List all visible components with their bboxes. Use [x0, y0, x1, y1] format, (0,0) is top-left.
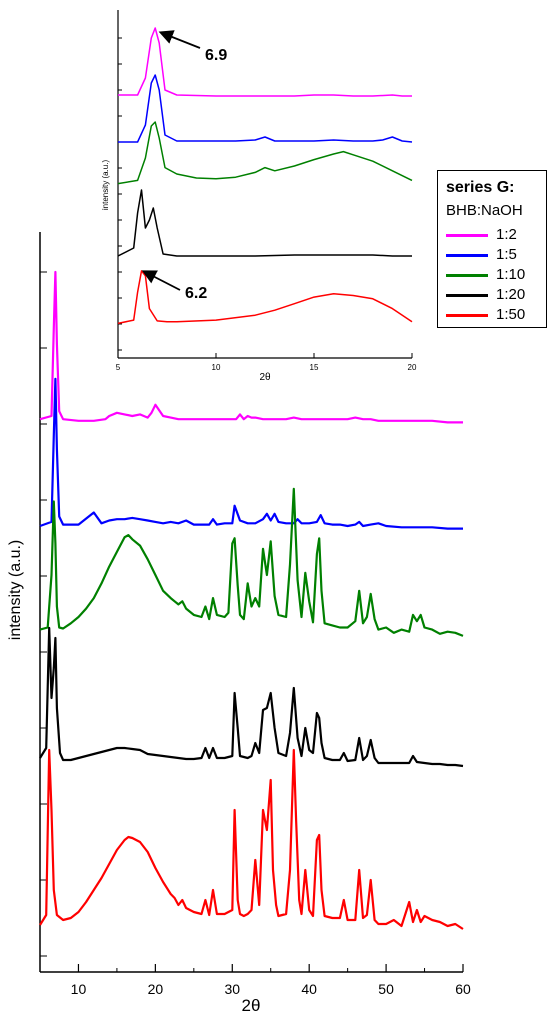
annotation-arrow-6-9	[158, 30, 201, 49]
legend-swatch	[446, 254, 488, 257]
inset-series-line-1-5	[118, 74, 413, 143]
main-x-tick-label: 50	[378, 981, 394, 997]
main-series-line-1-2	[39, 270, 463, 424]
legend-label: 1:50	[496, 306, 526, 323]
main-x-tick-label: 10	[71, 981, 87, 997]
main-axes: 2θ intensity (a.u.)	[7, 232, 463, 1015]
annotation-arrow-6-2	[141, 270, 181, 291]
legend-label: 1:5	[496, 246, 517, 263]
legend-label: 1:10	[496, 266, 526, 283]
inset-x-tick-label: 10	[212, 363, 221, 372]
inset-x-axis-label: 2θ	[259, 372, 271, 383]
legend-item: 1:50	[446, 305, 546, 325]
main-ticks: 10 20 30 40 50 60	[39, 271, 471, 997]
legend-swatch	[446, 294, 488, 297]
inset-annotations: 6.9 6.2	[141, 30, 227, 302]
annotation-label-6-2: 6.2	[185, 285, 207, 302]
main-x-tick-label: 30	[224, 981, 240, 997]
legend-swatch	[446, 234, 488, 237]
legend-item: 1:20	[446, 285, 546, 305]
main-series-line-1-10	[39, 487, 464, 637]
inset-axes: 2θ intensity (a.u.)	[101, 10, 412, 383]
legend-label: 1:20	[496, 286, 526, 303]
inset-series	[117, 27, 413, 325]
inset-x-tick-label: 15	[310, 363, 319, 372]
main-series-line-1-50	[39, 748, 464, 930]
inset-x-tick-label: 5	[116, 363, 121, 372]
inset-series-line-1-20	[117, 189, 412, 257]
main-x-tick-label: 20	[148, 981, 164, 997]
legend-title: series G:	[446, 179, 515, 196]
main-y-axis-label: intensity (a.u.)	[7, 540, 24, 640]
main-x-tick-label: 40	[301, 981, 317, 997]
main-x-axis-label: 2θ	[242, 996, 261, 1015]
main-series-line-1-20	[39, 626, 464, 768]
inset-series-line-1-10	[117, 121, 413, 185]
legend-item: 1:10	[446, 265, 546, 285]
main-x-tick-label: 60	[455, 981, 471, 997]
inset-series-line-1-2	[118, 27, 412, 97]
legend-subtitle: BHB:NaOH	[446, 202, 523, 219]
legend-label: 1:2	[496, 226, 517, 243]
legend-item: 1:5	[446, 245, 546, 265]
legend-item: 1:2	[446, 225, 546, 245]
legend-swatch	[446, 314, 488, 317]
legend: series G: BHB:NaOH 1:2 1:5 1:10 1:20 1:5…	[437, 170, 547, 328]
inset-x-tick-label: 20	[408, 363, 417, 372]
legend-swatch	[446, 274, 488, 277]
inset-ticks: 5 10 15 20	[116, 37, 417, 372]
inset-series-line-1-50	[117, 270, 413, 325]
inset-y-axis-label: intensity (a.u.)	[101, 160, 110, 211]
annotation-label-6-9: 6.9	[205, 47, 227, 64]
main-series	[39, 270, 464, 930]
main-series-line-1-5	[39, 377, 463, 530]
